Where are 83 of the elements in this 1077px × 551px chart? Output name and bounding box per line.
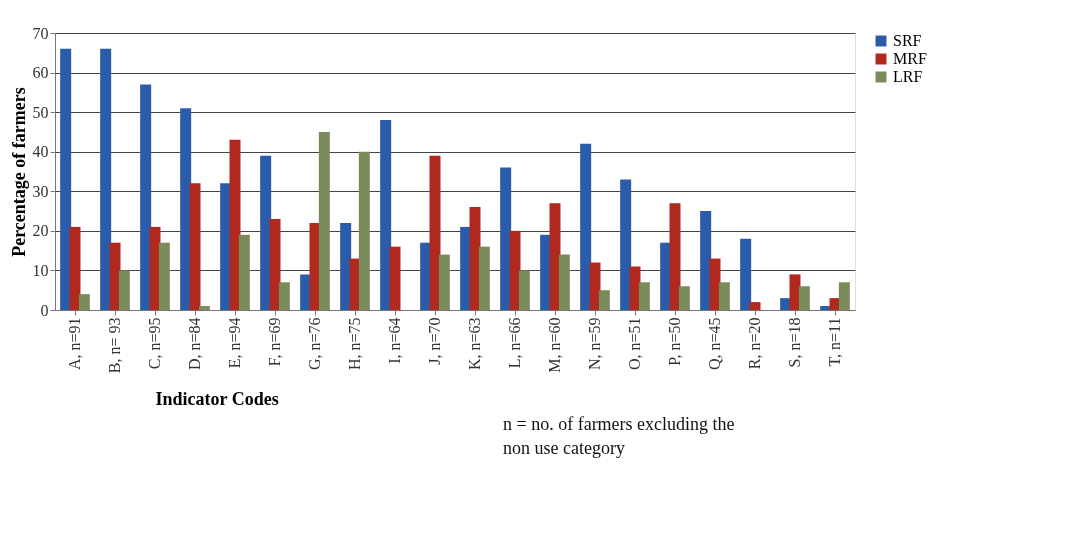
- bar: [678, 286, 690, 310]
- bar: [158, 242, 170, 310]
- bar: [460, 226, 472, 310]
- x-axis-title: Indicator Codes: [155, 389, 279, 410]
- bar: [798, 286, 810, 310]
- x-tick-label: L, n=66: [506, 317, 523, 369]
- bar: [478, 246, 490, 310]
- bar: [220, 183, 232, 310]
- y-axis-title: Percentage of farmers: [8, 87, 29, 257]
- y-tick-label: 10: [32, 261, 49, 279]
- text: n = no. of farmers excluding the non use category: [503, 414, 735, 458]
- bar: [500, 167, 512, 310]
- bar: [820, 306, 832, 310]
- bar: [438, 254, 450, 310]
- legend-label: LRF: [893, 68, 923, 85]
- bar: [540, 234, 552, 310]
- bar: [638, 282, 650, 310]
- bar: [518, 270, 530, 310]
- x-tick-label: A, n=91: [66, 317, 83, 371]
- bar: [838, 282, 850, 310]
- x-tick-label: H, n=75: [346, 317, 363, 371]
- x-tick-label: R, n=20: [746, 317, 763, 370]
- x-tick-label: Q, n=45: [706, 317, 723, 371]
- bar: [260, 155, 272, 310]
- x-tick-label: C, n=95: [146, 317, 163, 370]
- bar: [549, 203, 561, 310]
- x-tick-label: J, n=70: [426, 317, 443, 365]
- x-tick-label: S, n=18: [786, 317, 803, 368]
- bar: [589, 262, 601, 310]
- bar: [340, 222, 352, 310]
- x-tick-label: T, n=11: [826, 317, 843, 367]
- bar: [420, 242, 432, 310]
- y-tick-label: 70: [32, 24, 49, 42]
- bar: [318, 131, 330, 310]
- legend-label: SRF: [893, 32, 922, 49]
- bar: [189, 183, 201, 310]
- bar: [749, 302, 761, 310]
- legend-label: MRF: [893, 50, 927, 67]
- y-tick-label: 40: [32, 143, 49, 161]
- bar: [598, 290, 610, 310]
- y-tick-label: 30: [32, 182, 49, 200]
- x-tick-label: G, n=76: [306, 317, 323, 371]
- bar: [509, 230, 521, 310]
- bar: [300, 274, 312, 310]
- bar: [118, 270, 130, 310]
- bar: [198, 306, 210, 310]
- bar: [229, 139, 241, 310]
- bar: [269, 218, 281, 310]
- bar: [69, 226, 81, 310]
- bar: [620, 179, 632, 310]
- x-tick-label: N, n=59: [586, 317, 603, 371]
- bar: [358, 151, 370, 310]
- x-tick-label: P, n=50: [666, 317, 683, 366]
- bar: [700, 211, 712, 310]
- bar: [278, 282, 290, 310]
- x-tick-label: O, n=51: [626, 317, 643, 371]
- bar: [78, 294, 90, 310]
- x-tick-label: I, n=64: [386, 317, 403, 364]
- bar: [740, 238, 752, 310]
- bar: [718, 282, 730, 310]
- bar: [238, 234, 250, 310]
- bar: [429, 155, 441, 310]
- bar: [780, 298, 792, 310]
- bar: [380, 120, 392, 310]
- x-tick-label: F, n=69: [266, 317, 283, 367]
- bar: [389, 246, 401, 310]
- bar: [140, 84, 152, 310]
- bar: [180, 108, 192, 310]
- x-tick-label: K, n=63: [466, 317, 483, 371]
- x-tick-label: D, n=84: [186, 317, 203, 371]
- bar: [660, 242, 672, 310]
- bar: [580, 143, 592, 310]
- y-tick-label: 50: [32, 103, 49, 121]
- y-tick-label: 0: [40, 301, 49, 319]
- bar: [100, 48, 112, 310]
- bar: [60, 48, 72, 310]
- x-tick-label: B, n= 93: [106, 317, 123, 374]
- x-tick-label: M, n=60: [546, 317, 563, 373]
- bar: [669, 203, 681, 310]
- x-tick-label: E, n=94: [226, 317, 243, 369]
- bar: [558, 254, 570, 310]
- y-tick-label: 20: [32, 222, 49, 240]
- y-tick-label: 60: [32, 64, 49, 82]
